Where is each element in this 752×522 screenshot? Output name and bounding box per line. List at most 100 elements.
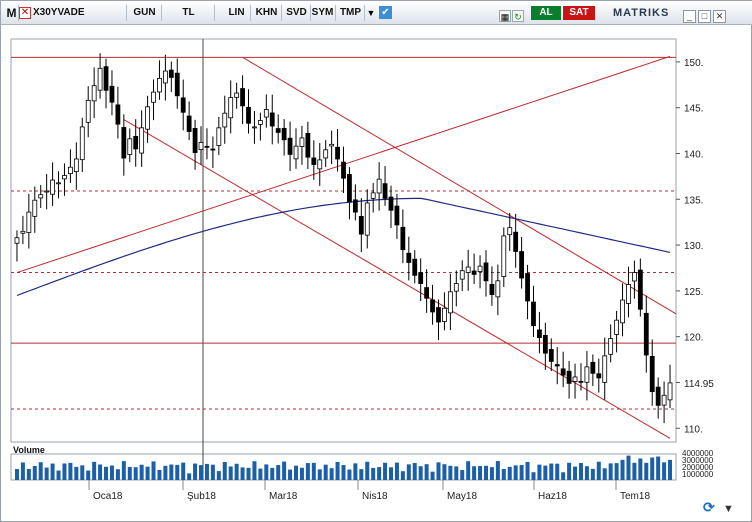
candle-body <box>240 88 245 107</box>
last-price-label: 114.95 <box>684 379 714 390</box>
candle-body <box>602 355 608 383</box>
candle-body <box>109 85 115 103</box>
candle-body <box>299 137 305 147</box>
minimize-icon[interactable]: _ <box>683 10 696 23</box>
small-icons: ▦ ↻ <box>499 7 525 25</box>
volume-bar <box>139 464 144 480</box>
candle <box>341 146 346 193</box>
candle-body <box>406 252 412 263</box>
volume-bar <box>549 463 554 480</box>
volume-bar <box>145 466 150 480</box>
check-icon[interactable]: ✔ <box>379 6 392 19</box>
volume-bar <box>632 462 637 480</box>
candle-body <box>459 270 465 280</box>
volume-bar <box>157 469 162 480</box>
candle <box>459 260 465 292</box>
candle-body <box>649 355 655 393</box>
volume-bar <box>341 465 346 480</box>
volume-bar <box>644 462 649 480</box>
symbol-field[interactable]: X30YVADE <box>31 5 127 21</box>
date-tick-label: Mar18 <box>269 491 298 502</box>
grid-icon[interactable]: ▦ <box>499 10 511 22</box>
volume-bar <box>20 462 25 480</box>
candle <box>174 58 180 109</box>
volume-label: Volume <box>13 445 45 455</box>
candle <box>20 215 26 245</box>
candle <box>364 189 370 249</box>
candle <box>234 82 240 109</box>
volume-bar <box>109 465 114 480</box>
price-chart[interactable]: 110. 120. 125. 130. 135. 140. 145. 150. 114.95 V… <box>1 25 751 521</box>
volume-axis-label: 4000000 <box>682 449 714 458</box>
volume-bar <box>430 471 435 480</box>
candle-body <box>495 280 501 298</box>
volume-bar <box>478 466 483 480</box>
volume-bar <box>406 464 411 480</box>
volume-bar <box>656 456 661 480</box>
candle <box>495 264 501 316</box>
candle-body <box>661 394 667 406</box>
currency-button[interactable]: TL <box>163 5 215 21</box>
svd-button[interactable]: SVD <box>283 5 311 21</box>
volume-bar <box>311 462 316 480</box>
candle <box>240 75 245 125</box>
chevron-down-icon[interactable]: ▼ <box>366 8 376 18</box>
price-tick-label: 130. <box>684 241 703 252</box>
close-icon[interactable]: ✕ <box>713 10 726 23</box>
candle-body <box>145 106 150 130</box>
candle-body <box>252 126 257 129</box>
candle <box>275 114 281 144</box>
volume-bar <box>436 462 441 480</box>
close-symbol-icon[interactable]: ✕ <box>19 7 31 19</box>
candle-body <box>388 196 394 211</box>
candle <box>442 292 447 331</box>
candle-body <box>14 237 20 244</box>
candle-body <box>335 146 340 160</box>
candle-body <box>269 112 275 127</box>
volume-bar <box>181 462 186 480</box>
menu-button[interactable]: M <box>5 5 19 21</box>
candle-body <box>447 291 453 314</box>
maximize-icon[interactable]: □ <box>698 10 711 23</box>
candle-body <box>489 284 495 295</box>
volume-bar <box>98 464 103 480</box>
candle-body <box>85 99 91 123</box>
price-tick-label: 140. <box>684 149 703 160</box>
volume-bar <box>555 463 560 480</box>
price-tick-label: 110. <box>684 424 703 435</box>
candle-body <box>537 329 542 338</box>
volume-bar <box>513 465 518 480</box>
candle-body <box>50 179 55 195</box>
candle-body <box>554 364 560 367</box>
volume-bar <box>264 464 269 480</box>
volume-bar <box>543 465 548 480</box>
candle <box>554 347 560 385</box>
volume-bar <box>537 464 542 480</box>
refresh-icon[interactable]: ↻ <box>512 10 524 22</box>
candle-body <box>430 299 435 313</box>
candle <box>447 273 453 330</box>
candle-body <box>103 66 109 91</box>
candle-body <box>44 190 50 193</box>
volume-bar <box>187 473 192 480</box>
candle <box>566 360 572 399</box>
volume-bar <box>596 461 601 480</box>
candle-body <box>329 143 335 147</box>
candle-body <box>596 373 602 379</box>
candle <box>38 184 44 209</box>
candle-body <box>376 178 382 194</box>
buy-button[interactable]: AL <box>531 6 561 20</box>
candle <box>281 119 287 156</box>
khn-button[interactable]: KHN <box>252 5 282 21</box>
sym-button[interactable]: SYM <box>310 5 336 21</box>
lin-button[interactable]: LIN <box>223 5 251 21</box>
tmp-button[interactable]: TMP <box>337 5 365 21</box>
candle <box>596 358 602 393</box>
candle <box>637 258 643 317</box>
candle <box>513 213 519 268</box>
volume-bar <box>50 463 55 480</box>
candle-body <box>91 85 97 102</box>
sell-button[interactable]: SAT <box>563 6 595 20</box>
period-button[interactable]: GUN <box>128 5 162 21</box>
candle-body <box>79 126 85 161</box>
